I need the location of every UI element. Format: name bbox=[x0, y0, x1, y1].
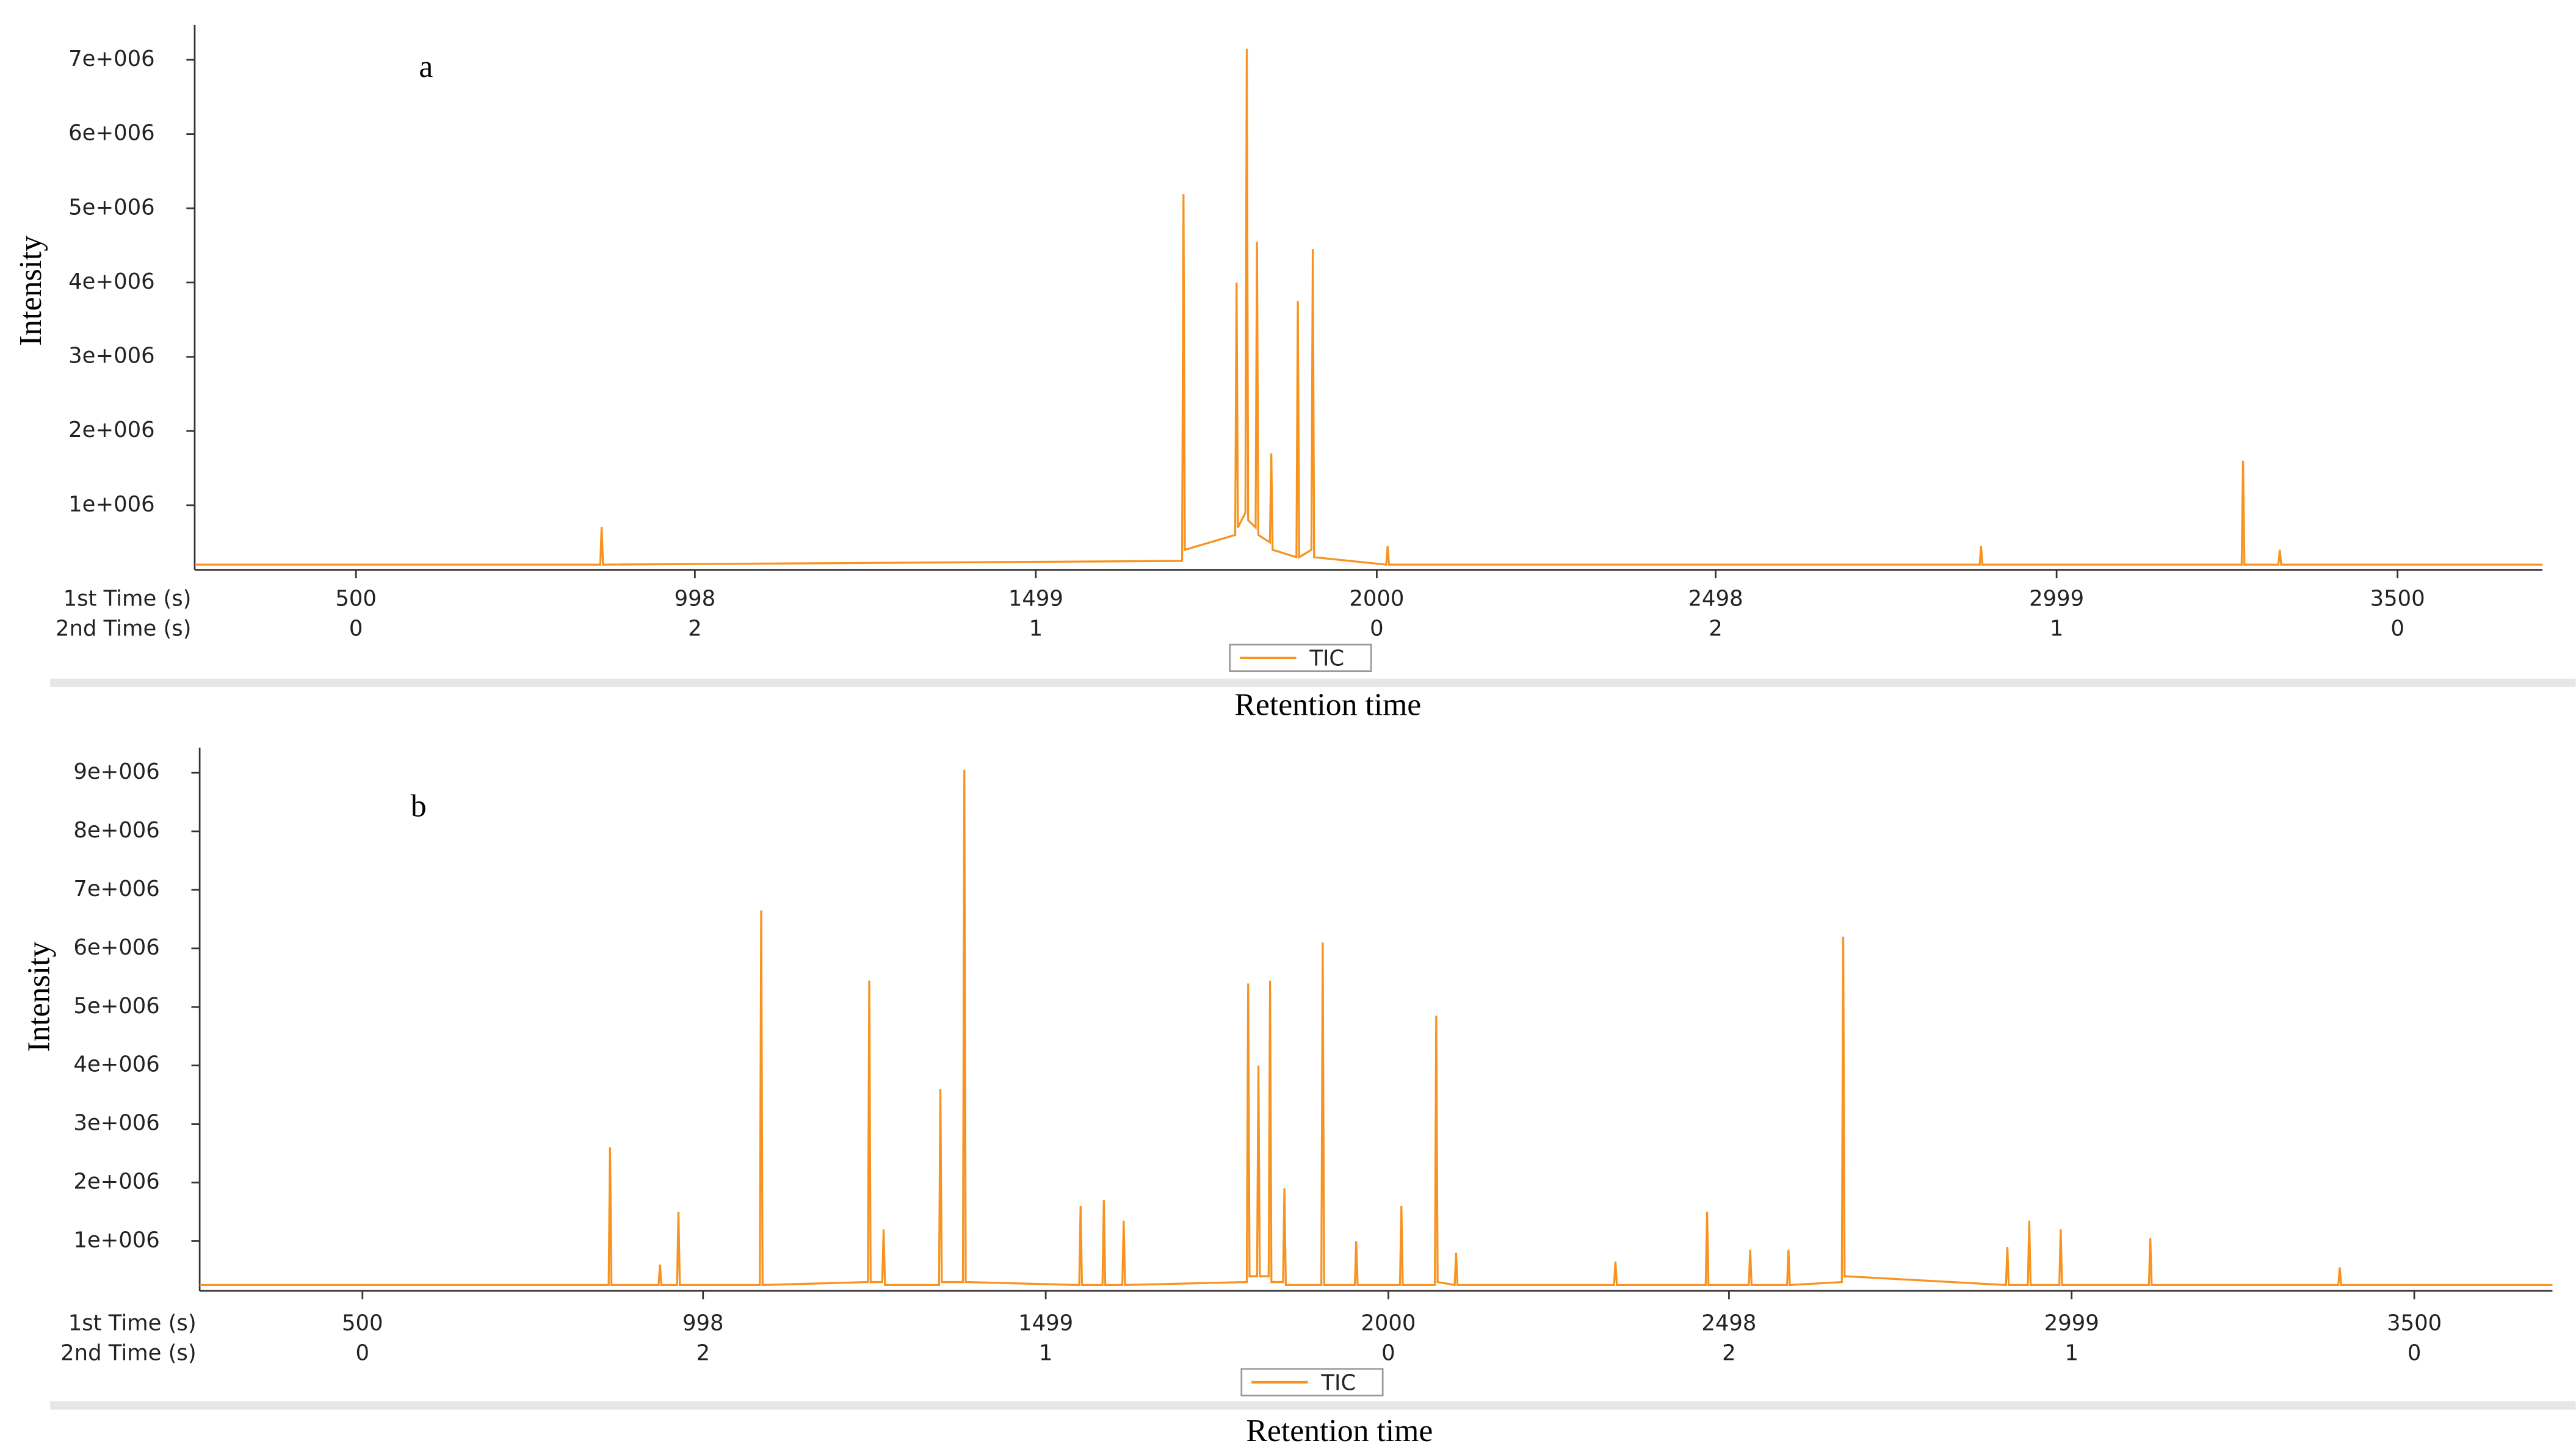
legend-box bbox=[1229, 643, 1372, 673]
x-tick-label: 500 bbox=[342, 1310, 383, 1335]
x-tick-label: 2000 bbox=[1361, 1310, 1416, 1335]
x-tick-label: 3500 bbox=[2370, 587, 2425, 612]
y-tick-label: 3e+006 bbox=[68, 344, 154, 369]
second-time-label: 0 bbox=[2390, 616, 2404, 641]
x-row-label: 1st Time (s) bbox=[68, 1310, 197, 1335]
y-tick-label: 3e+006 bbox=[73, 1111, 159, 1136]
second-time-label: 2 bbox=[1722, 1340, 1736, 1365]
y-tick-label: 8e+006 bbox=[73, 818, 159, 843]
y-tick-label: 6e+006 bbox=[68, 121, 154, 146]
legend-label: TIC bbox=[1320, 1370, 1356, 1395]
x-tick-label: 2999 bbox=[2029, 587, 2084, 612]
y-tick-label: 2e+006 bbox=[73, 1169, 159, 1194]
second-time-label: 2 bbox=[1709, 616, 1723, 641]
y-tick-label: 5e+006 bbox=[73, 994, 159, 1019]
y-tick-label: 7e+006 bbox=[68, 46, 154, 71]
second-time-label: 0 bbox=[1381, 1340, 1395, 1365]
panel-label: a bbox=[419, 49, 433, 84]
x-axis-title: Retention time bbox=[1234, 687, 1421, 722]
second-time-label: 1 bbox=[1029, 616, 1043, 641]
y-axis-title: Intensity bbox=[21, 942, 56, 1052]
x-row-label: 2nd Time (s) bbox=[56, 616, 191, 641]
data-line bbox=[194, 48, 2543, 566]
x-tick-label: 500 bbox=[335, 587, 377, 612]
x-tick-label: 2498 bbox=[1688, 587, 1743, 612]
second-time-label: 0 bbox=[1370, 616, 1384, 641]
second-time-label: 0 bbox=[349, 616, 363, 641]
legend-label: TIC bbox=[1309, 646, 1344, 671]
data-line bbox=[200, 770, 2553, 1287]
x-tick-label: 1499 bbox=[1018, 1310, 1073, 1335]
y-tick-label: 7e+006 bbox=[73, 876, 159, 901]
x-axis-title: Retention time bbox=[1246, 1414, 1433, 1448]
y-tick-label: 4e+006 bbox=[68, 269, 154, 294]
second-time-label: 2 bbox=[688, 616, 702, 641]
y-tick-label: 4e+006 bbox=[73, 1052, 159, 1077]
x-tick-label: 1499 bbox=[1008, 587, 1063, 612]
y-tick-label: 6e+006 bbox=[73, 935, 159, 960]
second-time-label: 2 bbox=[696, 1340, 710, 1365]
y-tick-label: 2e+006 bbox=[68, 417, 154, 442]
y-tick-label: 1e+006 bbox=[73, 1227, 159, 1252]
x-tick-label: 3500 bbox=[2387, 1310, 2442, 1335]
x-tick-label: 2000 bbox=[1349, 587, 1404, 612]
y-axis-title: Intensity bbox=[13, 236, 48, 346]
y-tick-label: 9e+006 bbox=[73, 759, 159, 784]
x-tick-label: 998 bbox=[682, 1310, 724, 1335]
second-time-label: 0 bbox=[2408, 1340, 2422, 1365]
second-time-label: 1 bbox=[2064, 1340, 2079, 1365]
x-tick-label: 2999 bbox=[2044, 1310, 2099, 1335]
x-row-label: 1st Time (s) bbox=[63, 587, 192, 612]
x-tick-label: 2498 bbox=[1701, 1310, 1756, 1335]
x-row-label: 2nd Time (s) bbox=[60, 1340, 196, 1365]
second-time-label: 1 bbox=[2050, 616, 2064, 641]
y-tick-label: 5e+006 bbox=[68, 195, 154, 220]
panel-label: b bbox=[411, 789, 427, 823]
x-tick-label: 998 bbox=[675, 587, 716, 612]
second-time-label: 1 bbox=[1039, 1340, 1053, 1365]
second-time-label: 0 bbox=[356, 1340, 370, 1365]
y-tick-label: 1e+006 bbox=[68, 492, 154, 517]
